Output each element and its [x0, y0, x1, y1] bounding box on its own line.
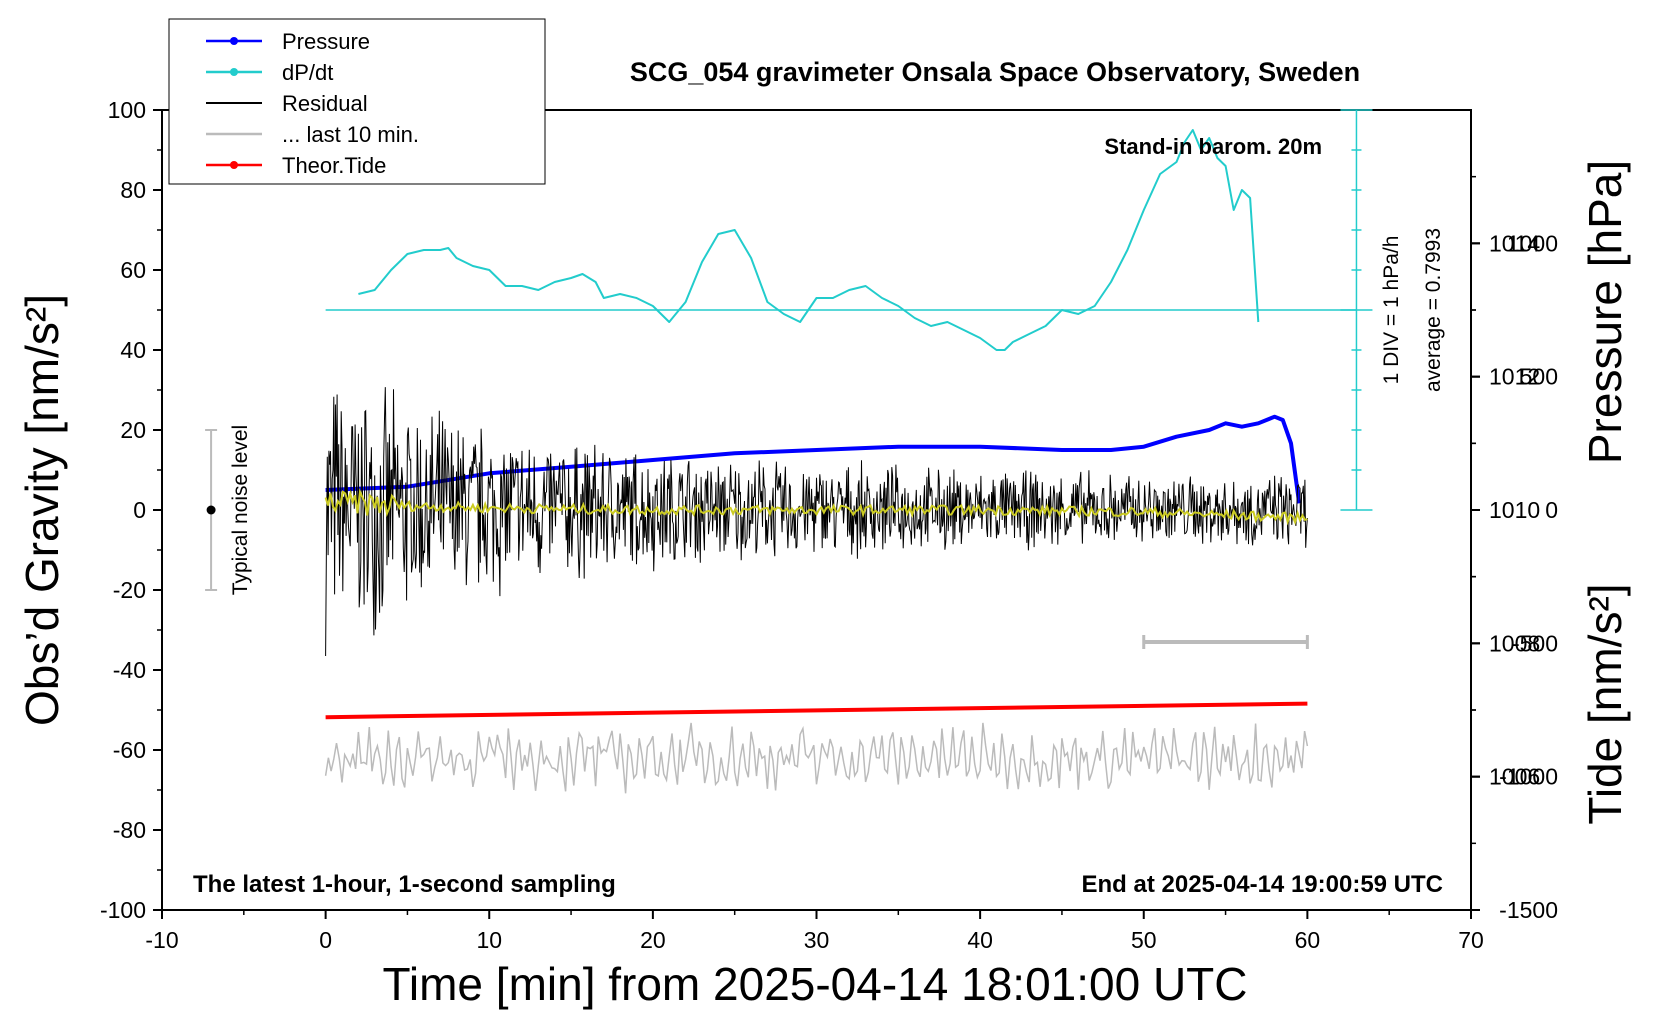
x-tick-label: 30	[804, 927, 830, 953]
residual-line	[325, 387, 1308, 657]
tide-line	[325, 701, 1308, 720]
legend-label: dP/dt	[282, 60, 333, 85]
legend-marker	[230, 161, 238, 169]
tide-tick-label: -1000	[1499, 764, 1558, 790]
legend-label: ... last 10 min.	[282, 122, 419, 147]
pressure-tick-label: 1006	[1489, 764, 1540, 790]
bottom-left-annotation: The latest 1-hour, 1-second sampling	[193, 871, 616, 898]
series-layer	[205, 129, 1357, 794]
residual-smoothed-line	[324, 488, 1308, 526]
scale-div-annotation: 1 DIV = 1 hPa/h	[1380, 236, 1403, 385]
x-tick-label: 70	[1458, 927, 1484, 953]
axis-layer: -10 0 10 20 30 40 50 60 70-100-80-60-40-20020406…	[100, 97, 1558, 953]
tide-tick-label: -500	[1512, 630, 1558, 656]
x-tick-label: -10	[145, 927, 178, 953]
y-tick-label: 80	[120, 177, 146, 203]
x-tick-label: 50	[1131, 927, 1157, 953]
y-axis-label-left: Obs’d Gravity [nm/s²]	[16, 294, 68, 726]
legend-box	[168, 18, 546, 185]
y-tick-label: -60	[113, 737, 146, 763]
pressure-tick-label: 1012	[1489, 364, 1540, 390]
y-tick-label: 60	[120, 257, 146, 283]
x-tick-label: 20	[640, 927, 666, 953]
chart-title: SCG_054 gravimeter Onsala Space Observat…	[630, 57, 1360, 87]
y-tick-label: -100	[100, 897, 146, 923]
y-tick-label: 20	[120, 417, 146, 443]
pressure-tick-label: 1014	[1489, 230, 1540, 256]
y-tick-label: 0	[133, 497, 146, 523]
dpdt-line	[358, 129, 1260, 351]
y-tick-label: 100	[108, 97, 146, 123]
legend-label: Pressure	[282, 29, 370, 54]
legend-marker	[230, 37, 238, 45]
tide-tick-label: -1500	[1499, 897, 1558, 923]
y-tick-label: 40	[120, 337, 146, 363]
average-annotation: average = 0.7993	[1422, 228, 1445, 392]
y-tick-label: -80	[113, 817, 146, 843]
legend-marker	[230, 68, 238, 76]
x-tick-label: 60	[1295, 927, 1321, 953]
tide-axis-label: Tide [nm/s²]	[1579, 583, 1631, 824]
last-10-min-line	[324, 722, 1309, 794]
y-tick-label: -20	[113, 577, 146, 603]
pressure-tick-label: 1008	[1489, 630, 1540, 656]
pressure-axis-label: Pressure [hPa]	[1579, 160, 1631, 464]
barometer-annotation: Stand-in barom. 20m	[1104, 134, 1322, 159]
pressure-tick-label: 1010	[1489, 497, 1540, 523]
noise-annotation: Typical noise level	[229, 425, 252, 595]
tide-tick-label: 0	[1545, 497, 1558, 523]
y-tick-label: -40	[113, 657, 146, 683]
legend: Pressure dP/dt Residual ... last 10 min. The…	[168, 18, 546, 185]
x-tick-label: 10	[476, 927, 502, 953]
x-tick-label: 0	[319, 927, 332, 953]
legend-label: Residual	[282, 91, 368, 116]
tide-tick-label: 1000	[1507, 230, 1558, 256]
x-tick-label: 40	[967, 927, 993, 953]
pressure-line	[325, 414, 1302, 504]
x-axis-label: Time [min] from 2025-04-14 18:01:00 UTC	[383, 958, 1248, 1010]
bottom-right-annotation: End at 2025-04-14 19:00:59 UTC	[1082, 871, 1444, 898]
legend-label: Theor.Tide	[282, 153, 386, 178]
noise-bar-center	[206, 505, 216, 515]
tide-tick-label: 500	[1520, 364, 1558, 390]
